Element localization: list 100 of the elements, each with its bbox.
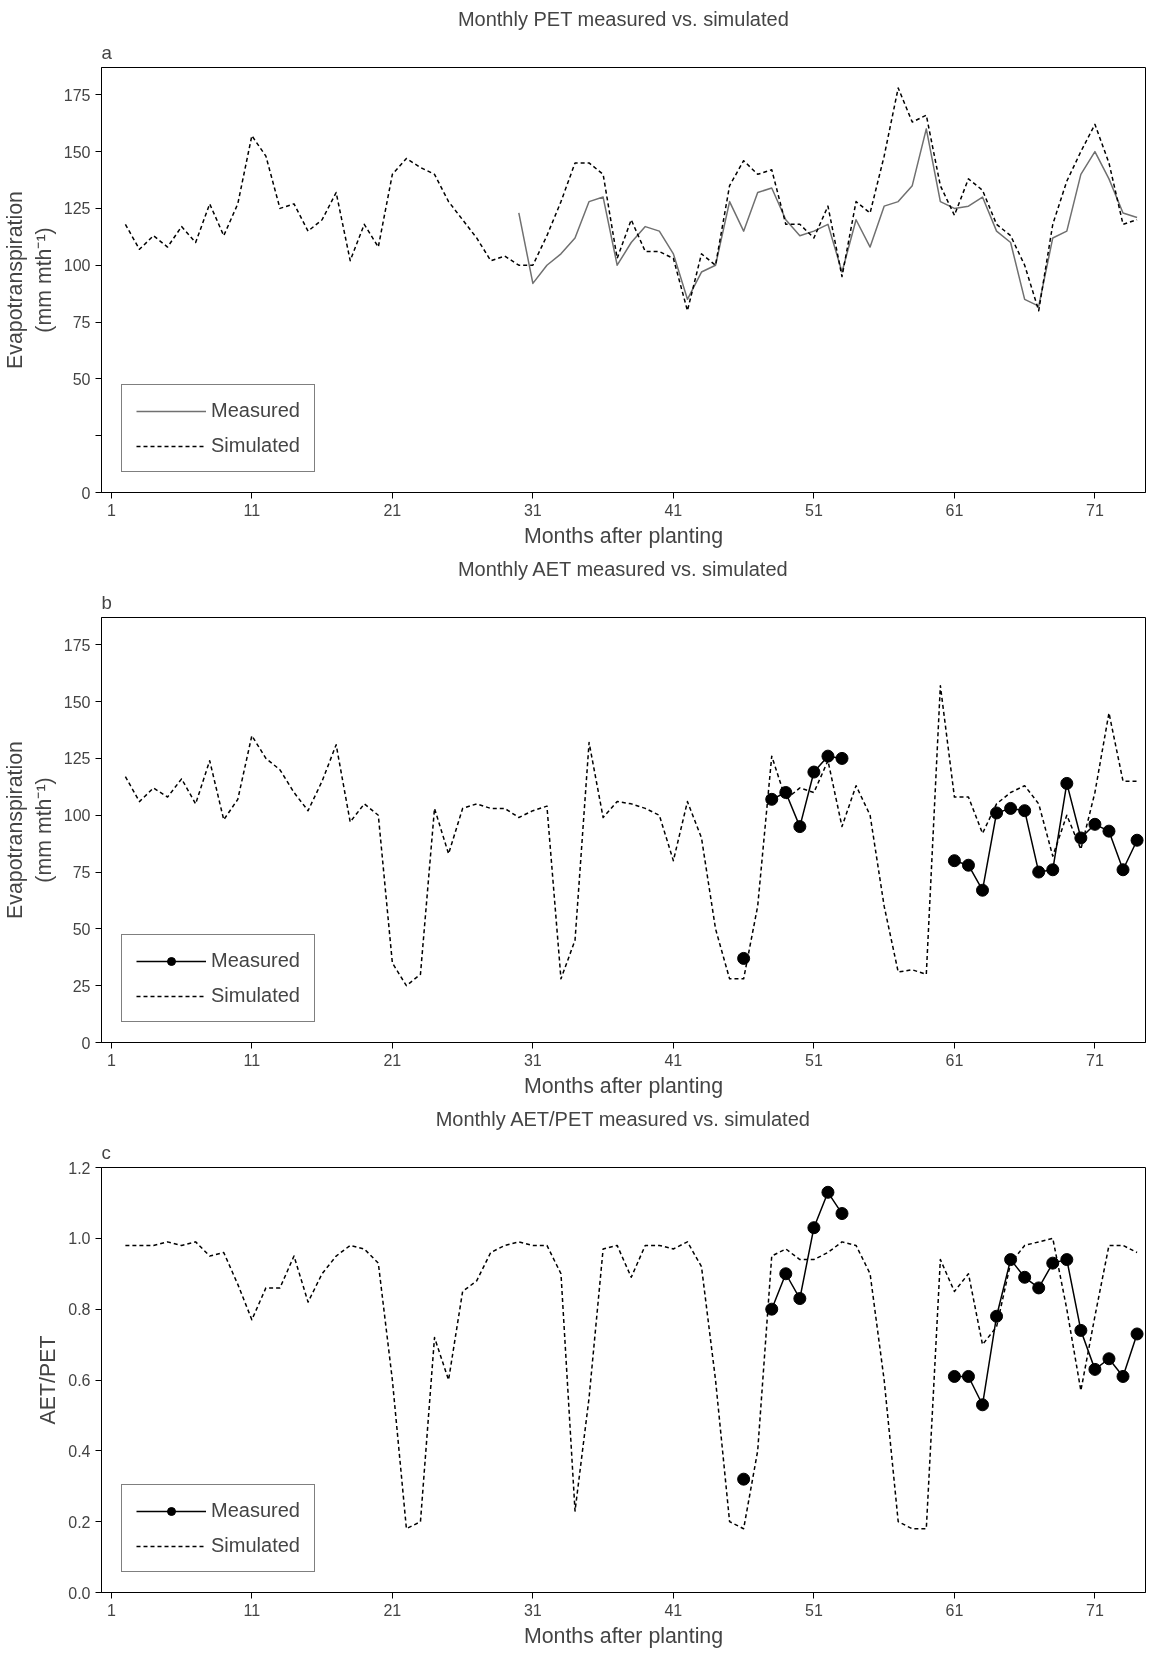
point — [807, 1221, 821, 1235]
point — [835, 751, 849, 765]
point — [737, 1472, 751, 1486]
x-tick-label: 61 — [945, 1601, 964, 1619]
legend-label: Simulated — [211, 1534, 300, 1557]
point — [990, 806, 1004, 820]
y-tick-label: 125 — [63, 750, 91, 768]
y-tick-label: 75 — [72, 864, 91, 882]
legend-label: Simulated — [211, 434, 300, 457]
line-series — [124, 684, 1138, 987]
y-tick-label: 0.4 — [68, 1442, 91, 1460]
y-tick-label: 175 — [63, 86, 91, 104]
text: a — [101, 41, 113, 63]
x-tick-label: 31 — [523, 1601, 542, 1619]
y-tick-label: 0 — [81, 484, 91, 502]
point — [1088, 817, 1102, 831]
y-tick-label: 1.2 — [68, 1159, 91, 1177]
point — [1074, 831, 1088, 845]
point — [1046, 1256, 1060, 1270]
text: c — [101, 1141, 111, 1163]
point — [779, 1267, 793, 1281]
x-tick-label: 41 — [664, 1601, 683, 1619]
x-tick-label: 61 — [945, 501, 964, 519]
y-tick-label: 0.2 — [68, 1513, 91, 1531]
point — [765, 792, 779, 806]
x-tick-label: 11 — [243, 1051, 261, 1069]
text: b — [101, 591, 112, 613]
point — [1032, 1281, 1046, 1295]
point — [835, 1207, 849, 1221]
x-tick-label: 41 — [664, 501, 683, 519]
point — [990, 1309, 1004, 1323]
point — [976, 1398, 990, 1412]
point — [961, 858, 975, 872]
point — [1116, 1369, 1130, 1383]
y-tick-label: 175 — [63, 636, 91, 654]
x-tick-label: 41 — [664, 1051, 683, 1069]
y-tick-label: 125 — [63, 200, 91, 218]
point — [1060, 1253, 1074, 1267]
y-tick-label: 1.0 — [68, 1230, 91, 1248]
point — [1004, 1253, 1018, 1267]
x-tick-label: 61 — [945, 1051, 964, 1069]
point — [1018, 804, 1032, 818]
chart-title: Monthly AET measured vs. simulated — [457, 557, 788, 580]
x-tick-label: 11 — [243, 501, 261, 519]
point — [1060, 776, 1074, 790]
x-tick-label: 51 — [804, 1051, 823, 1069]
x-tick-label: 11 — [243, 1601, 261, 1619]
y-tick-label: 75 — [72, 314, 91, 332]
y-tick-label: 25 — [72, 977, 91, 995]
legend-label: Measured — [211, 1499, 300, 1522]
point — [737, 951, 751, 965]
point — [1116, 863, 1130, 877]
x-tick-label: 51 — [804, 1601, 823, 1619]
point — [947, 1369, 961, 1383]
point — [1074, 1323, 1088, 1337]
x-tick-label: 31 — [523, 1051, 542, 1069]
point — [1130, 1327, 1144, 1341]
point — [821, 1185, 835, 1199]
x-axis-title: Months after planting — [523, 1073, 724, 1098]
x-axis-title: Months after planting — [523, 1623, 724, 1648]
y-tick-label: 50 — [72, 920, 91, 938]
y-tick-label: 0.8 — [68, 1301, 91, 1319]
legend-label: Simulated — [211, 984, 300, 1007]
point — [976, 883, 990, 897]
x-tick-label: 71 — [1086, 501, 1104, 519]
point — [1046, 863, 1060, 877]
y-tick-label: 150 — [63, 143, 91, 161]
x-tick-label: 1 — [106, 1601, 116, 1619]
point — [947, 854, 961, 868]
point — [793, 820, 807, 834]
x-tick-label: 21 — [383, 1051, 402, 1069]
x-tick-label: 71 — [1086, 1601, 1104, 1619]
x-tick-label: 21 — [383, 1601, 402, 1619]
x-tick-label: 71 — [1086, 1051, 1104, 1069]
point — [1032, 865, 1046, 879]
legend-label: Measured — [211, 399, 300, 422]
x-axis-title: Months after planting — [523, 523, 724, 548]
x-tick-label: 1 — [106, 1051, 116, 1069]
y-tick-label: 0.0 — [68, 1584, 91, 1602]
x-tick-label: 51 — [804, 501, 823, 519]
point — [1018, 1270, 1032, 1284]
point — [1102, 1352, 1116, 1366]
point — [765, 1302, 779, 1316]
chart-title: Monthly AET/PET measured vs. simulated — [435, 1107, 810, 1130]
y-axis-title: Evapotranspiration (mm mth⁻¹) — [3, 191, 56, 369]
x-tick-label: 21 — [383, 501, 402, 519]
x-tick-label: 1 — [106, 501, 116, 519]
y-tick-label: 50 — [72, 370, 91, 388]
y-tick-label: 0.6 — [68, 1372, 91, 1389]
y-axis-title: Evapotranspiration (mm mth⁻¹) — [3, 741, 56, 919]
legend-label: Measured — [211, 949, 300, 972]
y-axis-title: AET/PET — [36, 1335, 61, 1425]
y-tick-label: 100 — [63, 257, 91, 275]
line-series — [518, 128, 1138, 307]
chart-title: Monthly PET measured vs. simulated — [457, 7, 789, 30]
point — [793, 1292, 807, 1306]
y-tick-label: 0 — [81, 1034, 91, 1052]
y-tick-label: 100 — [63, 807, 91, 825]
y-tick-label: 150 — [63, 693, 91, 711]
x-tick-label: 31 — [523, 501, 542, 519]
